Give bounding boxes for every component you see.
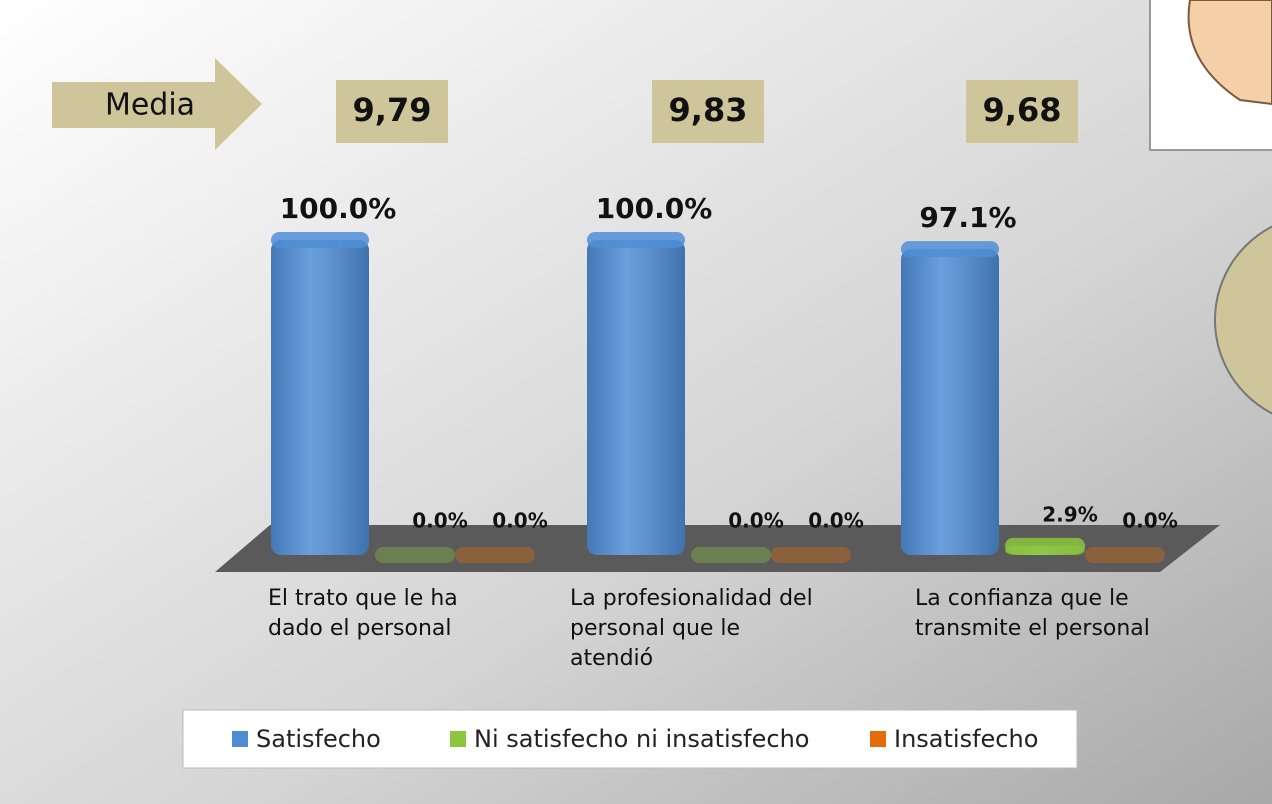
bar-shade [901, 249, 999, 555]
bar-shade [587, 240, 685, 555]
bar-cap [901, 241, 999, 257]
bar-shade [271, 240, 369, 555]
x-tick-label: La profesionalidad del personal que le a… [570, 584, 820, 674]
x-tick-label: La confianza que le transmite el persona… [915, 584, 1165, 644]
bar-cap [691, 547, 771, 563]
data-label: 0.0% [412, 509, 467, 533]
data-label: 97.1% [919, 201, 1016, 234]
data-label: 100.0% [280, 192, 397, 225]
data-label: 0.0% [728, 509, 783, 533]
mean-label: Media [105, 88, 195, 123]
legend-label: Ni satisfecho ni insatisfecho [474, 725, 809, 753]
data-label: 0.0% [808, 509, 863, 533]
bar-cap [455, 547, 535, 563]
legend-swatch [870, 731, 886, 747]
data-label: 0.0% [1122, 509, 1177, 533]
x-tick-label: El trato que le ha dado el personal [268, 584, 518, 644]
data-label: 100.0% [596, 192, 713, 225]
bar-cap [771, 547, 851, 563]
data-label: 0.0% [492, 509, 547, 533]
legend-label: Insatisfecho [894, 725, 1038, 753]
bar-cap [375, 547, 455, 563]
bar-cap [1005, 538, 1085, 554]
mean-value: 9,79 [353, 91, 432, 129]
mean-value: 9,83 [669, 91, 748, 129]
page: Media 100.0% 0.0% 0.0% 9,79 100.0% 0.0% 0.0% 9,… [0, 0, 1272, 804]
legend-label: Satisfecho [256, 725, 381, 753]
chart: Media 100.0% 0.0% 0.0% 9,79 100.0% 0.0% 0.0% 9,… [0, 0, 1272, 804]
bar-cap [587, 232, 685, 248]
data-label: 2.9% [1042, 502, 1097, 526]
bar-cap [271, 232, 369, 248]
bar-cap [1085, 547, 1165, 563]
legend-swatch [232, 731, 248, 747]
legend-swatch [450, 731, 466, 747]
mean-value: 9,68 [983, 91, 1062, 129]
